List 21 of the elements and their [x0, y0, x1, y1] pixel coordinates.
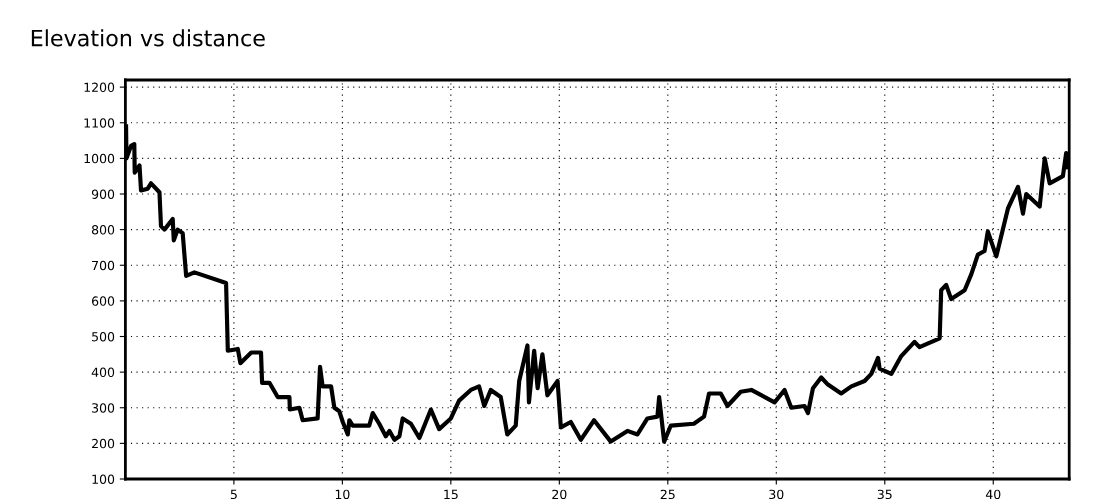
x-tick-label: 20 [552, 489, 567, 500]
chart-title: Elevation vs distance [31, 29, 265, 47]
y-tick-label: 800 [91, 225, 115, 235]
y-tick-label: 200 [92, 438, 115, 449]
y-tick-label: 400 [91, 367, 115, 378]
x-tick-label: 25 [660, 489, 675, 500]
y-tick-label: 900 [91, 189, 115, 199]
y-tick-label: 300 [92, 403, 115, 413]
y-tick-label: 1000 [84, 153, 115, 164]
y-tick-label: 600 [92, 296, 115, 306]
y-tick-label: 700 [92, 260, 115, 271]
y-tick-label: 100 [92, 474, 115, 484]
y-tick-label: 500 [92, 331, 115, 342]
x-tick-label: 40 [985, 489, 1001, 500]
x-tick-label: 30 [769, 489, 784, 500]
x-tick-label: 15 [444, 489, 458, 500]
x-tick-label: 10 [335, 489, 350, 500]
x-tick-label: 35 [877, 489, 892, 500]
y-tick-label: 1100 [84, 118, 115, 128]
x-tick-label: 5 [230, 489, 237, 500]
y-tick-label: 1200 [84, 82, 115, 93]
